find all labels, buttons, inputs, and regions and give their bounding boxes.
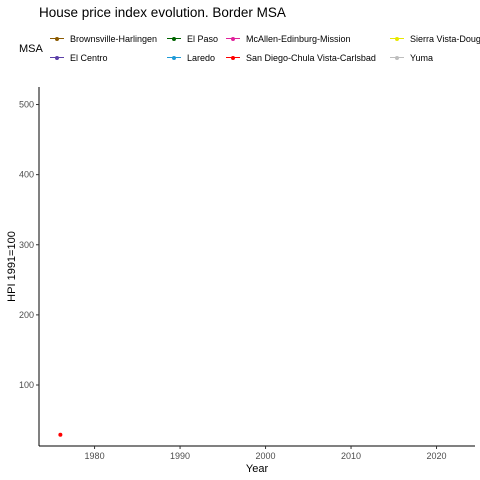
legend-key <box>49 52 65 64</box>
legend-key <box>389 33 405 45</box>
legend-label: Sierra Vista-Doug <box>410 34 480 44</box>
legend-label: Laredo <box>187 53 216 63</box>
y-tick-label: 300 <box>19 240 34 250</box>
x-tick-label: 2010 <box>341 451 361 461</box>
x-tick-label: 2000 <box>256 451 276 461</box>
x-tick-label: 1990 <box>170 451 190 461</box>
legend-title: MSA <box>19 43 43 55</box>
x-axis-label: Year <box>246 463 269 475</box>
y-tick-label: 400 <box>19 170 34 180</box>
legend-key <box>225 52 241 64</box>
legend-label: McAllen-Edinburg-Mission <box>246 34 351 44</box>
y-tick-label: 200 <box>19 310 34 320</box>
legend-label: El Paso <box>187 34 219 44</box>
y-axis-label: HPI 1991=100 <box>6 231 18 302</box>
legend-key <box>389 52 405 64</box>
x-tick-label: 2020 <box>427 451 447 461</box>
legend-key <box>225 33 241 45</box>
legend-key <box>166 33 182 45</box>
legend-key <box>49 33 65 45</box>
x-tick-label: 1980 <box>85 451 105 461</box>
legend-label: El Centro <box>70 53 108 63</box>
legend-label: Brownsville-Harlingen <box>70 34 158 44</box>
data-point <box>58 432 63 437</box>
chart-title: House price index evolution. Border MSA <box>39 5 286 20</box>
legend-key <box>166 52 182 64</box>
legend-label: San Diego-Chula Vista-Carlsbad <box>246 53 376 63</box>
legend-label: Yuma <box>410 53 434 63</box>
y-tick-label: 100 <box>19 380 34 390</box>
y-tick-label: 500 <box>19 100 34 110</box>
